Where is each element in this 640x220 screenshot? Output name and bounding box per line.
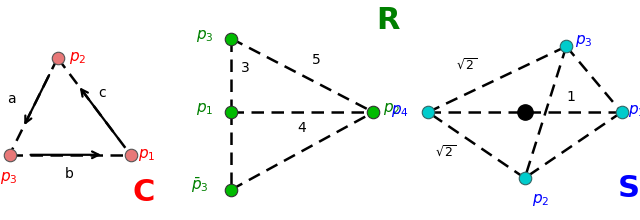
Text: $\sqrt{2}$: $\sqrt{2}$ <box>456 57 477 73</box>
Text: C: C <box>133 178 155 207</box>
Text: 1: 1 <box>566 90 575 104</box>
Text: 3: 3 <box>241 61 250 75</box>
Text: $\bar{p}_3$: $\bar{p}_3$ <box>191 176 209 195</box>
Text: a: a <box>6 92 15 106</box>
Text: $p_1$: $p_1$ <box>196 101 213 117</box>
Text: $p_1$: $p_1$ <box>138 147 156 163</box>
Text: $p_2$: $p_2$ <box>532 192 549 208</box>
Text: $p_4$: $p_4$ <box>391 103 409 119</box>
Text: 4: 4 <box>298 121 307 135</box>
Text: R: R <box>376 6 399 35</box>
Text: S: S <box>618 174 639 203</box>
Text: $p_3$: $p_3$ <box>196 28 213 44</box>
Text: $p_3$: $p_3$ <box>575 33 593 50</box>
Text: c: c <box>98 86 106 100</box>
Text: $\sqrt{2}$: $\sqrt{2}$ <box>435 145 456 160</box>
Text: $p_1$: $p_1$ <box>628 103 640 119</box>
Text: b: b <box>65 167 73 181</box>
Text: 5: 5 <box>312 53 321 67</box>
Text: $p_2$: $p_2$ <box>383 101 400 117</box>
Text: $p_2$: $p_2$ <box>69 50 86 66</box>
Text: $p_3$: $p_3$ <box>0 170 18 186</box>
